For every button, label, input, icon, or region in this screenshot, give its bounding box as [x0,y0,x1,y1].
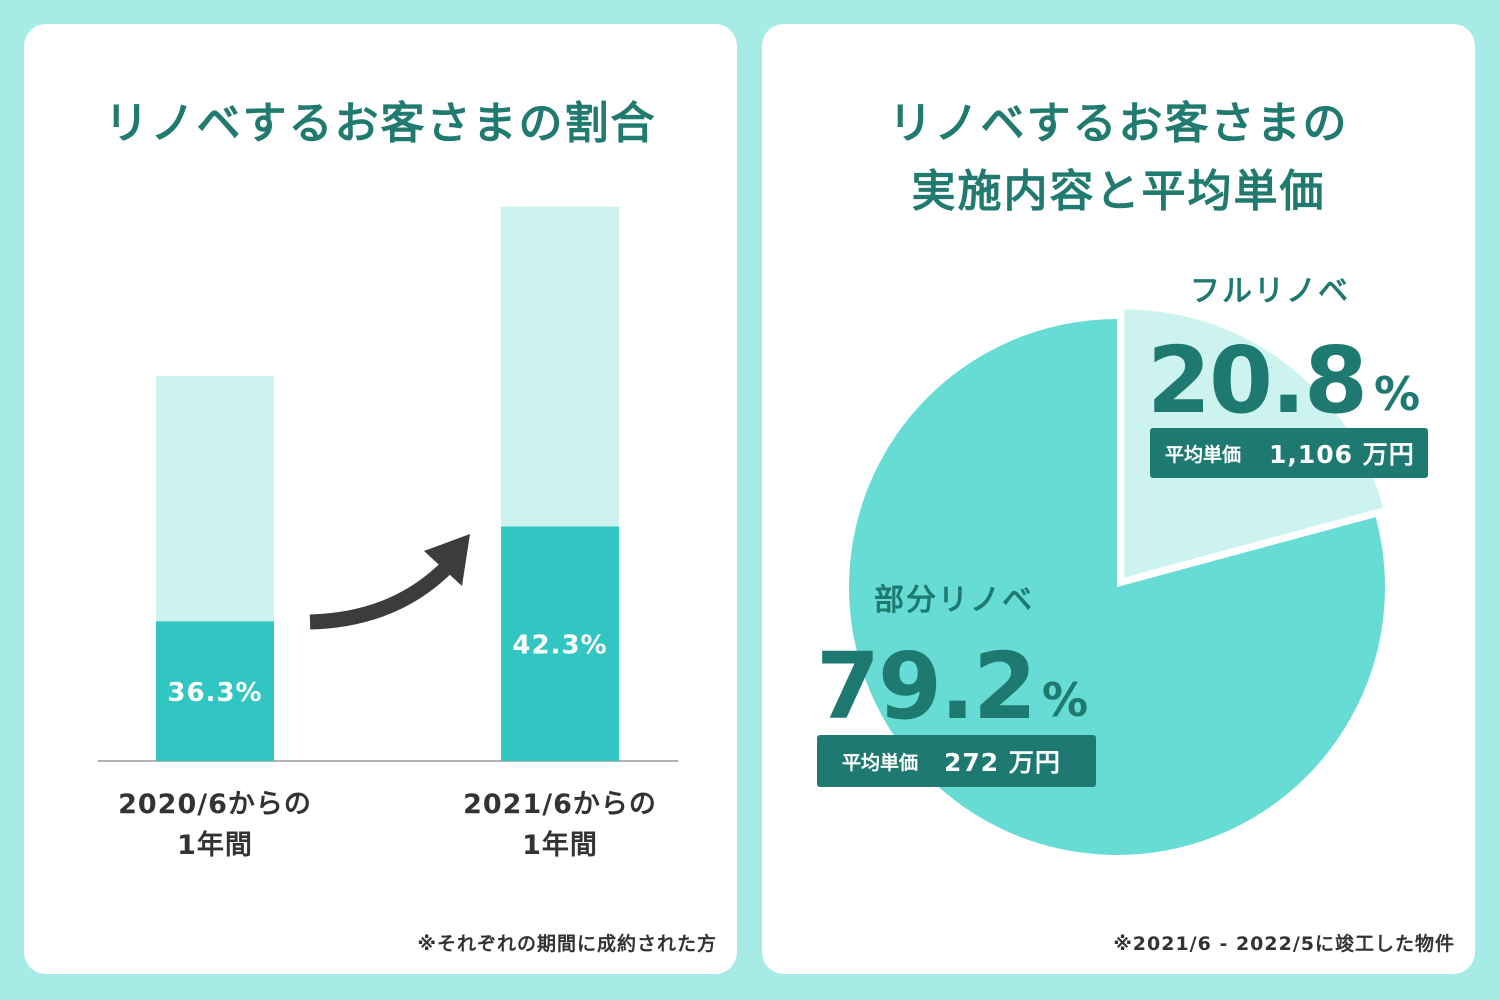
bar-total-2 [501,206,619,527]
category-label-1-line-1: 2020/6からの [118,789,312,820]
partial-renovation-price-badge [817,735,1096,787]
right-title-line2: 実施内容と平均単価 [911,166,1326,217]
left-panel: リノベするお客さまの割合 36.3% 2020/6からの 1年間 42.3% 2021/… [24,24,737,974]
bar-chart: 36.3% 2020/6からの 1年間 42.3% 2021/6からの 1年間 [98,206,678,861]
full-renovation-percent-unit: % [1374,367,1420,421]
full-renovation-name: フルリノベ [1190,274,1350,309]
partial-renovation-percent-unit: % [1042,673,1088,727]
pie-slice-2 [849,319,1385,855]
right-title-line1: リノベするお客さまの [888,98,1349,149]
partial-renovation-price-label: 平均単価 [842,751,918,774]
category-label-2-line-1: 2021/6からの [463,789,657,820]
category-label-1-line-2: 1年間 [177,829,253,861]
bar-value-label-2: 42.3% [512,631,607,661]
right-chart-title: リノベするお客さまの 実施内容と平均単価 [762,90,1475,226]
bar-value-label-1: 36.3% [167,678,262,708]
bar-share-2 [501,526,619,761]
full-renovation-price-label: 平均単価 [1165,443,1241,466]
full-renovation-percent: 20.8 [1147,327,1366,434]
full-renovation-price-badge [1150,428,1428,478]
left-footnote: ※それぞれの期間に成約された方 [417,933,717,955]
bar-total-1 [156,376,274,622]
partial-renovation-name: 部分リノベ [874,583,1034,618]
right-panel: リノベするお客さまの 実施内容と平均単価 フルリノベ 20.8% 平均単価 1,106… [762,24,1475,974]
full-renovation-price-value: 1,106 万円 [1269,440,1415,469]
partial-renovation-percent: 79.2 [816,633,1035,740]
right-footnote: ※2021/6 - 2022/5に竣工した物件 [1113,933,1455,955]
increase-arrow-shaft [309,558,456,630]
left-chart-title: リノベするお客さまの割合 [104,98,657,149]
increase-arrow-head [424,534,470,586]
partial-renovation-price-value: 272 万円 [944,748,1061,777]
category-label-2-line-2: 1年間 [522,829,598,861]
bar-share-1 [156,621,274,761]
